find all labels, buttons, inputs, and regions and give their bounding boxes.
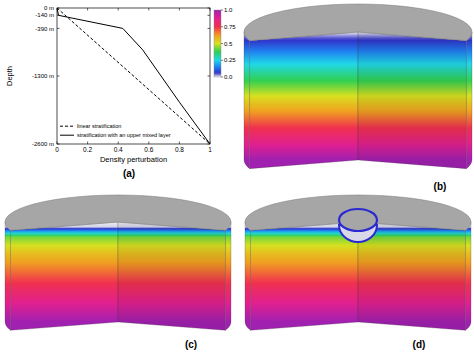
- colorbar: [214, 10, 221, 77]
- y-tick-label: -390 m: [35, 26, 54, 32]
- cylinder-rendering: [244, 4, 472, 169]
- outer-side: [5, 222, 11, 330]
- x-axis-label: Density perturbation: [100, 155, 167, 164]
- legend: linear stratification stratification with…: [60, 123, 171, 138]
- y-tick: [208, 28, 211, 29]
- x-tick: [148, 142, 149, 145]
- cylinder-rendering: [5, 195, 231, 330]
- x-tick: [148, 8, 149, 11]
- x-tick: [118, 8, 119, 11]
- outer-side: [466, 32, 472, 169]
- outer-side: [244, 32, 250, 169]
- y-tick-label: -2600 m: [32, 141, 54, 147]
- cut-face: [358, 222, 465, 330]
- figure: 0 0.2 0.4 0.6 0.8 1 -2600 m -1300 m -390 m -140 m…: [0, 0, 474, 353]
- y-tick: [208, 76, 211, 77]
- panel-label: (b): [434, 181, 447, 192]
- lines: [57, 8, 210, 144]
- y-tick: [57, 28, 60, 29]
- y-tick: [208, 8, 211, 9]
- colorbar-tick-label: 0.5: [224, 41, 233, 47]
- x-tick: [87, 8, 88, 11]
- colorbar-tick-label: 0.25: [224, 57, 236, 63]
- panel-label: (c): [185, 339, 197, 350]
- y-tick-label: -1300 m: [32, 73, 54, 79]
- y-tick: [208, 15, 211, 16]
- x-tick-label: 0.4: [114, 146, 123, 153]
- shading: [358, 32, 466, 169]
- top-surface: [244, 4, 472, 41]
- series-line: [57, 8, 210, 144]
- shading: [118, 222, 225, 330]
- colorbar-tick: [221, 77, 223, 78]
- x-tick-label: 0: [55, 146, 59, 153]
- plot-frame: [57, 8, 210, 144]
- y-tick-label: -140 m: [35, 12, 54, 18]
- y-tick: [57, 144, 60, 145]
- x-tick: [57, 142, 58, 145]
- shading: [358, 222, 465, 330]
- outer-side: [245, 222, 251, 330]
- outer-side: [465, 222, 471, 330]
- colorbar-tick-label: 1.0: [224, 7, 233, 13]
- cut-face: [251, 222, 358, 330]
- x-tick-label: 1: [208, 146, 212, 153]
- x-tick: [179, 142, 180, 145]
- y-tick: [57, 76, 60, 77]
- legend-label: linear stratification: [77, 123, 121, 129]
- panel-label: (d): [413, 339, 426, 350]
- y-tick-label: 0 m: [44, 5, 54, 11]
- cylinder-rendering: [245, 195, 471, 330]
- legend-swatch: [60, 135, 74, 136]
- x-tick-label: 0.6: [144, 146, 153, 153]
- legend-swatch: [60, 126, 74, 127]
- y-axis-label: Depth: [5, 66, 14, 86]
- cut-face: [118, 222, 225, 330]
- cut-face: [250, 32, 358, 169]
- colorbar-tick-label: 0.75: [224, 24, 236, 30]
- x-tick: [118, 142, 119, 145]
- series-line: [57, 8, 210, 144]
- dome-top: [339, 209, 377, 231]
- colorbar-tick-label: 0.0: [224, 74, 233, 80]
- cut-face: [11, 222, 118, 330]
- legend-label: stratification with an upper mixed layer: [77, 132, 171, 138]
- x-tick-label: 0.8: [175, 146, 184, 153]
- top-surface: [5, 195, 231, 230]
- top-surface: [245, 195, 471, 230]
- colorbar-tick: [221, 10, 223, 11]
- panel-label: (a): [123, 168, 135, 179]
- colorbar-tick: [221, 43, 223, 44]
- colorbar-tick: [221, 26, 223, 27]
- x-tick: [179, 8, 180, 11]
- x-tick: [210, 8, 211, 11]
- outer-side: [225, 222, 231, 330]
- cut-face: [358, 32, 466, 169]
- x-tick: [87, 142, 88, 145]
- colorbar-tick: [221, 60, 223, 61]
- x-tick-label: 0.2: [83, 146, 92, 153]
